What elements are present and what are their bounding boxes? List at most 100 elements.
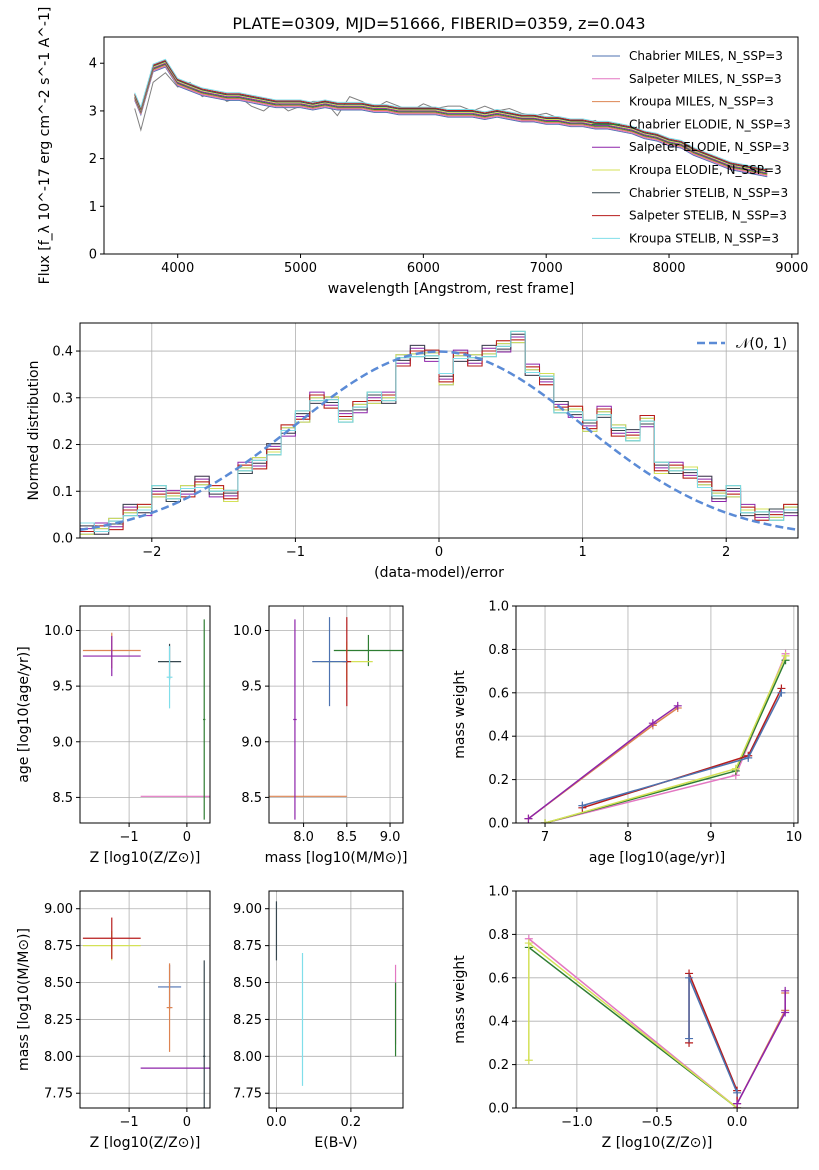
y-tick-label: 0.4 (488, 730, 509, 745)
legend-label: Chabrier ELODIE, N_SSP=3 (629, 117, 791, 131)
mass-weight-marker (648, 719, 657, 728)
age-vs-mass-panel: 8.0 8.5 9.0 8.5 9.0 9.5 10.0 mass [log10(M/M⊙)] (233, 605, 408, 866)
mass-weight-marker (733, 1088, 742, 1097)
model-spectrum-line (134, 66, 768, 178)
legend-label: Salpeter ELODIE, N_SSP=3 (629, 140, 790, 154)
mass-weight-line (544, 655, 787, 823)
mass-weight-line (528, 941, 738, 1108)
x-tick-label: 9.0 (380, 830, 401, 845)
legend-label: 𝒩(0, 1) (736, 336, 787, 352)
axes-frame (79, 322, 799, 539)
legend-label: Salpeter STELIB, N_SSP=3 (629, 209, 787, 223)
x-tick-label: 0 (435, 545, 443, 560)
model-spectrum-line (134, 61, 768, 173)
y-tick-label: 9.5 (241, 680, 262, 695)
histogram-step-line (80, 330, 798, 532)
y-tick-label: 8.50 (233, 976, 262, 991)
axes-frame (103, 36, 799, 255)
model-spectrum-line (134, 64, 768, 176)
figure-title: PLATE=0309, MJD=51666, FIBERID=0359, z=0… (232, 14, 645, 33)
mass-weight-marker (781, 986, 790, 995)
error-bar-point (293, 619, 297, 820)
mass-vs-metallicity-panel: −1 0 7.75 8.00 8.25 8.50 8.75 9.00 Z [log10(Z/Z⊙… (16, 890, 211, 1151)
plot-area (524, 934, 790, 1108)
x-axis-label: Z [log10(Z/Z⊙)] (90, 1135, 201, 1151)
mass-weight-marker (781, 651, 790, 660)
x-axis-label: Z [log10(Z/Z⊙)] (90, 850, 201, 866)
y-tick-label: 0.6 (488, 971, 509, 986)
y-tick-label: 9.0 (241, 735, 262, 750)
x-tick-label: 1 (578, 545, 586, 560)
x-tick-label: −1 (120, 830, 139, 845)
y-tick-label: 8.5 (241, 791, 262, 806)
legend-label: Kroupa MILES, N_SSP=3 (629, 95, 774, 109)
y-tick-label: 0.0 (488, 1102, 509, 1117)
x-tick-label: 8 (624, 830, 632, 845)
y-tick-label: 0.0 (488, 817, 509, 832)
mass-weight-marker (578, 801, 587, 810)
error-bar-point (166, 963, 173, 1052)
x-tick-label: −1 (120, 1115, 139, 1130)
y-tick-label: 0.2 (52, 438, 73, 453)
mass-weight-marker (744, 753, 753, 762)
y-tick-label: 8.25 (233, 1013, 262, 1028)
y-tick-label: 9.5 (52, 680, 73, 695)
x-tick-label: −1 (286, 545, 305, 560)
y-tick-label: 0.2 (488, 773, 509, 788)
axes-frame (268, 605, 404, 824)
mass-weight-line (582, 688, 783, 809)
error-bar-point (82, 636, 141, 677)
y-tick-label: 8.5 (52, 791, 73, 806)
x-tick-label: 0.0 (266, 1115, 287, 1130)
x-tick-label: 0 (183, 1115, 191, 1130)
x-tick-label: −0.5 (641, 1115, 673, 1130)
model-spectrum-line (134, 60, 768, 172)
mass-weight-marker (733, 1099, 742, 1108)
y-tick-label: 8.50 (44, 976, 73, 991)
x-axis-label: (data-model)/error (374, 565, 504, 581)
legend-label: Kroupa STELIB, N_SSP=3 (629, 231, 779, 245)
mass-weight-marker (777, 688, 786, 697)
plot-area (275, 901, 397, 1086)
x-tick-label: 7000 (530, 261, 563, 276)
y-tick-label: 0.3 (52, 391, 73, 406)
mass-weight-marker (685, 973, 694, 982)
y-tick-label: 0.4 (488, 1015, 509, 1030)
x-axis-label: age [log10(age/yr)] (589, 850, 725, 866)
x-axis-label: mass [log10(M/M⊙)] (265, 850, 408, 866)
axes-frame (268, 890, 404, 1109)
mass-weight-line (736, 992, 786, 1105)
mass-vs-ebv-panel: 0.0 0.2 7.75 8.00 8.25 8.50 8.75 9.00 E(B-V) (233, 890, 404, 1151)
model-spectrum-line (134, 59, 768, 171)
error-bar-point (312, 617, 347, 707)
y-tick-label: 1.0 (488, 600, 509, 615)
residuals-panel: −2 −1 0 1 2 0.0 0.1 0.2 0.3 0.4 (data-model)/error… (26, 322, 799, 581)
x-tick-label: 2 (722, 545, 730, 560)
error-bar-point (166, 646, 173, 709)
spectrum-panel: 4000 5000 6000 7000 8000 9000 0 1 2 3 4 wavelength … (37, 7, 808, 297)
y-axis-label: Normed distribution (26, 361, 42, 501)
y-tick-label: 8.00 (44, 1050, 73, 1065)
weight-vs-metallicity-panel: −1.0 −0.5 0.0 0.0 0.2 0.4 0.6 0.8 1.0 Z [log10(Z/… (452, 885, 799, 1151)
x-tick-label: 7 (541, 830, 549, 845)
model-spectrum-line (134, 62, 768, 174)
y-tick-label: 7.75 (233, 1087, 262, 1102)
x-axis-label: Z [log10(Z/Z⊙)] (602, 1135, 713, 1151)
y-tick-label: 10.0 (44, 624, 73, 639)
error-bar-point (203, 619, 206, 820)
mass-weight-marker (673, 701, 682, 710)
mass-weight-line (544, 659, 787, 823)
y-tick-label: 0 (89, 248, 97, 263)
mass-weight-marker (781, 1008, 790, 1017)
plot-area (82, 619, 210, 820)
plot-area (269, 617, 403, 820)
y-tick-label: 1 (89, 200, 97, 215)
x-tick-label: 6000 (407, 261, 440, 276)
y-tick-label: 3 (89, 104, 97, 119)
y-tick-label: 0.4 (52, 345, 73, 360)
mass-weight-line (736, 990, 786, 1105)
y-tick-label: 4 (89, 57, 97, 72)
model-spectrum-line (134, 65, 768, 177)
x-tick-label: 5000 (284, 261, 317, 276)
